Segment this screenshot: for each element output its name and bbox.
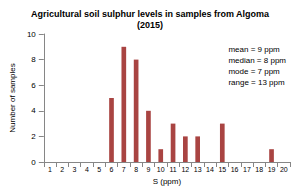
svg-text:Number of samples: Number of samples [8,63,17,132]
svg-text:8: 8 [134,166,138,173]
svg-text:13: 13 [194,166,202,173]
svg-text:12: 12 [181,166,189,173]
svg-text:10: 10 [27,30,36,39]
svg-text:8: 8 [31,55,36,64]
svg-text:mode = 7 ppm: mode = 7 ppm [228,67,280,76]
svg-text:4: 4 [31,106,36,115]
svg-text:median = 8 ppm: median = 8 ppm [228,56,286,65]
svg-text:(2015): (2015) [137,20,163,30]
svg-text:11: 11 [169,166,176,173]
svg-text:4: 4 [85,166,89,173]
svg-text:6: 6 [110,166,114,173]
svg-text:range = 13 ppm: range = 13 ppm [228,78,285,87]
svg-text:18: 18 [255,166,263,173]
svg-text:6: 6 [31,81,36,90]
svg-text:14: 14 [206,166,214,173]
svg-text:17: 17 [243,166,251,173]
svg-text:mean = 9 ppm: mean = 9 ppm [228,45,280,54]
svg-text:10: 10 [157,166,165,173]
svg-text:2: 2 [31,132,36,141]
svg-text:7: 7 [122,166,126,173]
svg-text:0: 0 [31,158,36,167]
svg-text:16: 16 [231,166,239,173]
svg-text:5: 5 [97,166,101,173]
svg-text:19: 19 [268,166,276,173]
svg-text:2: 2 [60,166,64,173]
svg-text:1: 1 [48,166,52,173]
svg-text:3: 3 [73,166,77,173]
svg-text:Agricultural soil sulphur leve: Agricultural soil sulphur levels in samp… [31,9,270,19]
svg-text:15: 15 [218,166,226,173]
svg-text:20: 20 [280,166,288,173]
svg-text:9: 9 [146,166,150,173]
svg-text:S (ppm): S (ppm) [153,177,182,186]
